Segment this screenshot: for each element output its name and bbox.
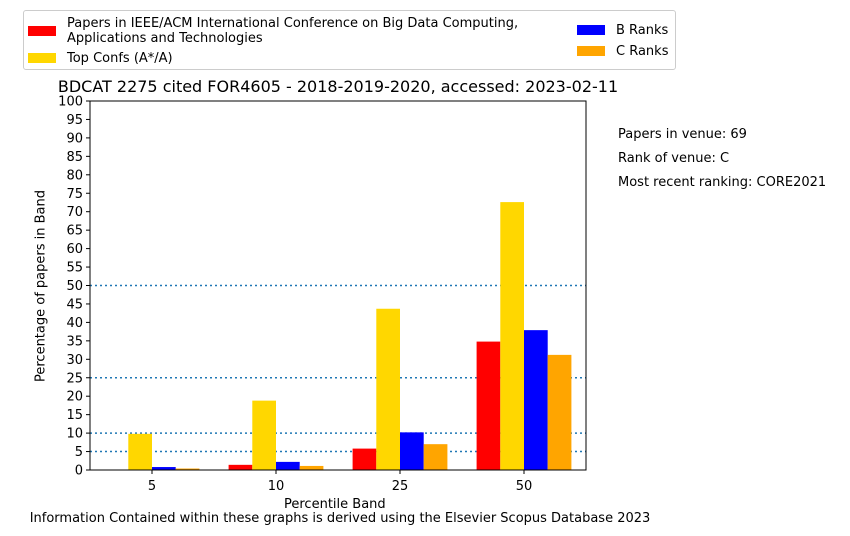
legend-item-c-ranks: C Ranks — [577, 44, 677, 60]
bar-5-series-1 — [128, 433, 152, 470]
y-tick-label: 25 — [66, 371, 83, 386]
y-tick-label: 80 — [66, 168, 83, 183]
bars — [128, 202, 572, 470]
legend-swatch-venue — [28, 26, 56, 36]
legend-swatch-top-confs — [28, 53, 56, 63]
chart-title: BDCAT 2275 cited FOR4605 - 2018-2019-202… — [57, 77, 619, 96]
y-tick-label: 65 — [66, 224, 83, 239]
y-tick-label: 70 — [66, 205, 83, 220]
bar-5-series-2 — [152, 467, 176, 470]
bar-25-series-2 — [400, 432, 424, 470]
x-tick-label: 25 — [392, 479, 409, 494]
y-axis-label: Percentage of papers in Band — [33, 189, 49, 383]
legend-item-top-confs: Top Confs (A*/A) — [28, 51, 328, 67]
bar-50-series-1 — [500, 202, 524, 470]
y-tick-label: 75 — [66, 187, 83, 202]
y-tick-label: 55 — [66, 261, 83, 276]
y-tick-label: 85 — [66, 150, 83, 165]
y-tick-label: 90 — [66, 131, 83, 146]
bar-50-series-2 — [524, 330, 548, 470]
y-tick-label: 40 — [66, 316, 83, 331]
y-tick-label: 50 — [66, 279, 83, 294]
y-axis-ticks: 0 5 10 15 20 25 30 35 40 45 50 55 60 65 70 75 80 85 90 95 10… — [58, 95, 90, 479]
bar-10-series-1 — [252, 400, 276, 470]
y-tick-label: 10 — [66, 427, 83, 442]
y-tick-label: 20 — [66, 390, 83, 405]
footer-note: Information Contained within these graph… — [29, 511, 651, 526]
x-tick-label: 10 — [268, 479, 285, 494]
y-tick-label: 60 — [66, 242, 83, 257]
bar-5-series-3 — [175, 468, 200, 470]
legend-label-venue: Papers in IEEE/ACM International Confere… — [67, 16, 519, 46]
x-tick-label: 50 — [516, 479, 533, 494]
most-recent-ranking: Most recent ranking: CORE2021 — [618, 175, 827, 190]
y-tick-label: 100 — [58, 95, 83, 110]
bar-50-series-3 — [547, 354, 572, 470]
legend-label-c-ranks: C Ranks — [616, 44, 669, 59]
legend-item-venue: Papers in IEEE/ACM International Confere… — [28, 16, 568, 48]
x-axis-ticks: 5 10 25 50 — [148, 470, 532, 494]
bar-50-series-0 — [476, 341, 501, 470]
x-tick-label: 5 — [148, 479, 156, 494]
bar-10-series-3 — [299, 465, 324, 470]
bar-10-series-0 — [228, 464, 253, 470]
legend-swatch-b-ranks — [577, 25, 605, 35]
legend: Papers in IEEE/ACM International Confere… — [23, 10, 676, 70]
plot-frame — [89, 100, 587, 471]
y-tick-label: 45 — [66, 297, 83, 312]
y-tick-label: 95 — [66, 113, 83, 128]
legend-item-b-ranks: B Ranks — [577, 23, 677, 39]
bar-25-series-1 — [376, 308, 400, 470]
y-tick-label: 15 — [66, 408, 83, 423]
legend-swatch-c-ranks — [577, 46, 605, 56]
y-tick-label: 5 — [75, 445, 83, 460]
y-tick-label: 0 — [75, 464, 83, 479]
y-tick-label: 30 — [66, 353, 83, 368]
y-tick-label: 35 — [66, 334, 83, 349]
legend-label-top-confs: Top Confs (A*/A) — [67, 51, 173, 66]
papers-in-venue: Papers in venue: 69 — [618, 127, 747, 142]
bar-10-series-2 — [276, 461, 300, 470]
bar-25-series-0 — [352, 448, 377, 470]
legend-label-b-ranks: B Ranks — [616, 23, 669, 38]
rank-of-venue: Rank of venue: C — [618, 151, 730, 166]
x-axis-label: Percentile Band — [284, 497, 386, 512]
bar-25-series-3 — [423, 444, 448, 470]
